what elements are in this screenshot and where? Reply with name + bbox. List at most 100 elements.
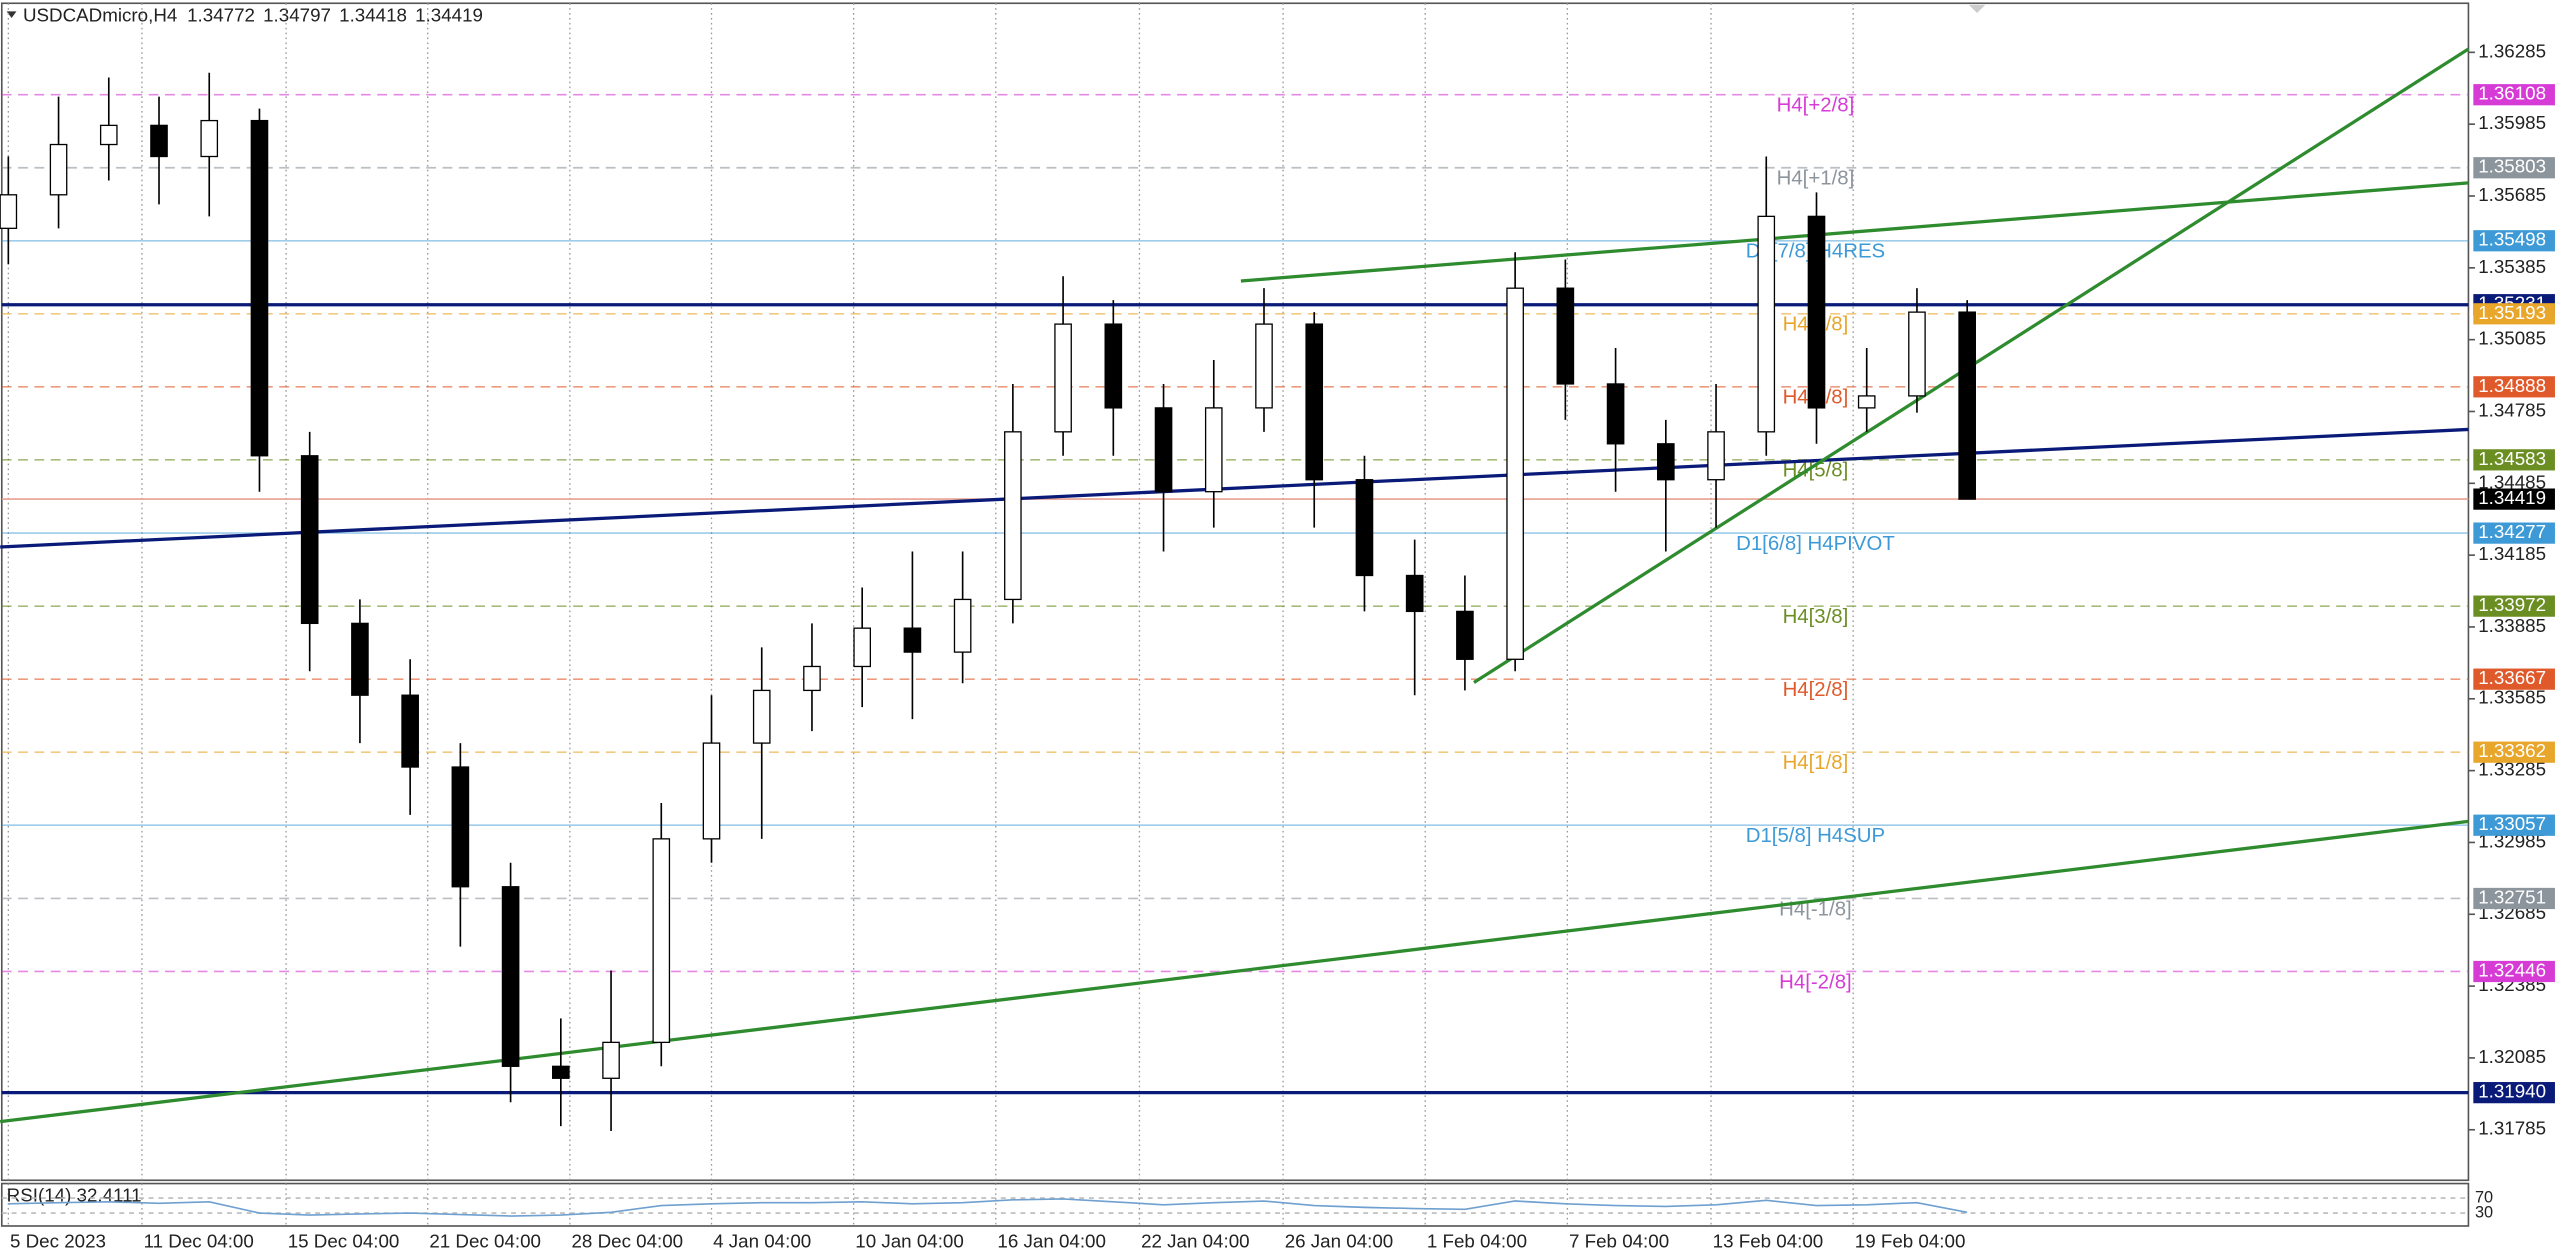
candle-body (99, 124, 118, 146)
x-tick-label: 1 Feb 04:00 (1427, 1230, 1527, 1251)
x-tick-label: 11 Dec 04:00 (144, 1230, 254, 1251)
x-tick-label: 7 Feb 04:00 (1569, 1230, 1669, 1251)
trendline (0, 819, 2469, 1124)
level-label: H4[+1/8] (1777, 168, 1855, 190)
price-box (2473, 488, 2555, 510)
candle-body (552, 1065, 570, 1079)
price-box-label: 1.32446 (2478, 959, 2546, 980)
candle-body (803, 665, 821, 692)
candle-body (1004, 431, 1022, 601)
candle-body (1456, 610, 1474, 660)
rsi-panel (0, 1182, 2470, 1227)
candle-body (1405, 574, 1424, 613)
candle-body (150, 124, 168, 158)
price-box-label: 1.33667 (2478, 667, 2546, 688)
candle-body (1958, 311, 1976, 500)
open: 1.34772 (187, 4, 255, 25)
y-tick-label: 70 (2475, 1188, 2493, 1206)
x-tick-label: 4 Jan 04:00 (713, 1230, 811, 1251)
price-box (2473, 522, 2555, 544)
candle-body (451, 766, 470, 888)
price-box-label: 1.34277 (2478, 521, 2546, 542)
indicator-title: RSI(14) 32.4111 (7, 1185, 142, 1206)
price-box-label: 1.35498 (2478, 229, 2546, 250)
candle-body (1908, 311, 1926, 397)
x-tick-label: 13 Feb 04:00 (1713, 1230, 1824, 1251)
price-box-label: 1.35193 (2478, 302, 2546, 323)
candle-body (300, 455, 319, 625)
candle-body (702, 742, 721, 840)
candle-body (1255, 323, 1273, 409)
candle-body (1857, 395, 1876, 409)
candle-body (501, 886, 520, 1067)
candle-body (1606, 383, 1625, 445)
level-label: H4[1/8] (1783, 752, 1849, 774)
symbol: USDCADmicro,H4 (23, 4, 177, 25)
price-box-label: 1.32751 (2478, 886, 2546, 907)
high: 1.34797 (263, 4, 331, 25)
price-box-label: 1.33972 (2478, 594, 2546, 615)
price-box (2473, 814, 2555, 836)
x-tick-label: 21 Dec 04:00 (429, 1230, 541, 1251)
candle-body (652, 838, 671, 1044)
candle-body (853, 627, 872, 668)
candle-body (250, 119, 269, 457)
price-box-label: 1.33362 (2478, 740, 2546, 761)
shift-marker (1968, 4, 1986, 14)
level-label: D1[6/8] H4PIVOT (1736, 533, 1895, 555)
y-tick-label: 1.32085 (2478, 1046, 2546, 1067)
price-box (2473, 960, 2555, 983)
x-tick-label: 16 Jan 04:00 (997, 1230, 1106, 1251)
price-box (2473, 449, 2555, 471)
x-tick-label: 15 Dec 04:00 (288, 1230, 400, 1251)
candle-body (1104, 323, 1123, 409)
y-tick-label: 1.31785 (2478, 1118, 2546, 1139)
menu-arrow (6, 11, 17, 18)
level-label: H4[3/8] (1783, 606, 1849, 628)
x-tick-label: 22 Jan 04:00 (1141, 1230, 1250, 1251)
price-box-label: 1.34888 (2478, 375, 2546, 396)
candle-body (1506, 287, 1524, 660)
price-box (2473, 741, 2555, 763)
low: 1.34418 (339, 4, 407, 25)
candle-body (1204, 407, 1223, 493)
y-tick-label: 30 (2475, 1203, 2493, 1221)
level-label: H4[+2/8] (1777, 95, 1855, 117)
candle-body (49, 143, 68, 196)
y-tick-label: 1.34185 (2478, 543, 2546, 564)
candle-body (1807, 215, 1826, 409)
price-box (2473, 84, 2555, 106)
rsi-line (8, 1198, 1968, 1217)
x-tick-label: 5 Dec 2023 (10, 1230, 106, 1251)
main-panel (0, 2, 2470, 1182)
candle-body (1355, 479, 1374, 577)
level-label: H4[2/8] (1783, 679, 1849, 701)
y-tick-label: 1.35085 (2478, 328, 2546, 349)
y-tick-label: 1.35385 (2478, 256, 2546, 277)
trendline (1240, 181, 2469, 283)
price-box (2473, 887, 2555, 910)
price-box-label: 1.34419 (2478, 487, 2546, 508)
y-tick-label: 1.35985 (2478, 112, 2546, 133)
candle-body (1707, 431, 1725, 481)
price-box (2473, 303, 2555, 325)
level-label: H4[-2/8] (1779, 971, 1852, 993)
y-tick-label: 1.33885 (2478, 615, 2546, 636)
candle-body (1556, 287, 1575, 385)
price-box-label: 1.33057 (2478, 813, 2546, 834)
y-tick-label: 1.35685 (2478, 184, 2546, 205)
x-tick-label: 28 Dec 04:00 (571, 1230, 683, 1251)
price-box-label: 1.35803 (2478, 156, 2546, 177)
close: 1.34419 (415, 4, 483, 25)
candle-body (1305, 323, 1324, 481)
candle-body (1757, 215, 1776, 433)
candle-body (1656, 443, 1675, 481)
price-box (2473, 157, 2555, 179)
candle-body (1054, 323, 1072, 433)
candle-body (602, 1041, 620, 1079)
candle-body (752, 689, 771, 744)
price-box-label: 1.34583 (2478, 448, 2546, 469)
